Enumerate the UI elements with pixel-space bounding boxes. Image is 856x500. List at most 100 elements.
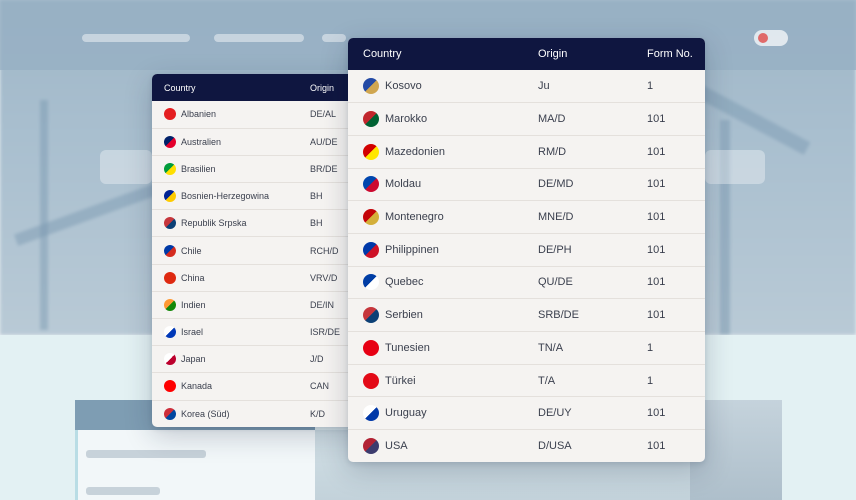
japan-flag-icon <box>164 353 176 366</box>
turkey-flag-icon <box>363 372 379 389</box>
country-table-small: Country Origin Albanien DE/AL Australien AU… <box>152 74 452 428</box>
country-cell: China <box>152 263 298 292</box>
form-no-cell: 1 <box>647 80 654 93</box>
chile-flag-icon <box>164 244 176 257</box>
usa-flag-icon <box>363 438 379 455</box>
canada-flag-icon <box>164 380 176 393</box>
philippines-flag-icon <box>363 241 379 258</box>
origin-cell: RM/D <box>523 134 632 169</box>
country-cell: Australien <box>152 127 298 156</box>
table-row: Kosovo Ju 1 <box>348 70 705 103</box>
country-cell: Quebec <box>348 265 523 299</box>
country-name: Marokko <box>385 113 428 126</box>
country-name: Türkei <box>385 374 416 387</box>
serbia-flag-icon <box>363 307 379 324</box>
origin-cell: MA/D <box>523 102 632 136</box>
country-name: Uruguay <box>385 407 427 420</box>
montenegro-flag-icon <box>363 209 379 226</box>
form-no-cell: 101 <box>632 134 705 169</box>
macedonia-flag-icon <box>363 143 379 160</box>
table-row: Tunesien TN/A 1 <box>348 331 705 365</box>
origin-cell: SRB/DE <box>523 298 632 332</box>
form-no-cell: 101 <box>632 167 705 201</box>
china-flag-icon <box>164 271 176 284</box>
tunisia-flag-icon <box>363 339 379 356</box>
country-name: Israel <box>181 327 204 338</box>
column-header-origin: Origin <box>523 38 632 70</box>
country-cell: Mazedonien <box>348 134 523 169</box>
background-card-line <box>86 450 206 458</box>
origin-cell: Ju <box>538 80 550 93</box>
country-name: Republik Srpska <box>181 218 247 229</box>
form-no-cell: 1 <box>632 331 705 365</box>
country-cell: USA <box>348 429 523 463</box>
origin-cell: DE/AL <box>310 109 337 120</box>
table-row: Uruguay DE/UY 101 <box>348 396 705 430</box>
brazil-flag-icon <box>164 162 176 175</box>
country-cell: Montenegro <box>348 200 523 234</box>
country-cell: Kanada <box>152 372 298 401</box>
south-korea-flag-icon <box>164 407 176 420</box>
origin-cell: QU/DE <box>523 265 632 299</box>
country-name: Kanada <box>181 381 213 392</box>
form-no-cell: 101 <box>632 265 705 299</box>
country-cell: Brasilien <box>152 154 298 183</box>
country-cell: Bosnien-Herzegowina <box>152 182 298 210</box>
country-cell: Philippinen <box>348 232 523 267</box>
morocco-flag-icon <box>363 111 379 128</box>
form-no-cell: 101 <box>632 232 705 267</box>
country-name: Chile <box>181 245 202 256</box>
country-cell: Israel <box>152 317 298 346</box>
country-name: Australien <box>181 136 222 147</box>
country-name: Moldau <box>385 178 422 191</box>
origin-cell: DE/PH <box>523 232 632 267</box>
form-no-cell: 101 <box>632 298 705 332</box>
background-headline <box>100 150 152 184</box>
moldova-flag-icon <box>363 176 379 193</box>
column-header-country: Country <box>152 74 298 101</box>
kosovo-flag-icon <box>363 78 379 95</box>
country-cell: Kosovo <box>348 70 523 103</box>
form-no-cell: 1 <box>632 363 705 397</box>
country-cell: Indien <box>152 290 298 319</box>
table-row: Moldau DE/MD 101 <box>348 167 705 201</box>
background-card-line <box>86 487 160 495</box>
country-cell: Japan <box>152 345 298 373</box>
country-name: Serbien <box>385 309 423 322</box>
country-name: Brasilien <box>181 163 216 174</box>
country-name: Korea (Süd) <box>181 408 230 419</box>
table-row: Marokko MA/D 101 <box>348 102 705 136</box>
form-no-cell: 101 <box>632 429 705 463</box>
country-cell: Moldau <box>348 167 523 201</box>
uruguay-flag-icon <box>363 405 379 422</box>
country-cell: Tunesien <box>348 331 523 365</box>
israel-flag-icon <box>164 326 176 339</box>
country-cell: Chile <box>152 236 298 265</box>
table-row: USA D/USA 101 <box>348 429 705 463</box>
country-name: Kosovo <box>385 80 422 93</box>
country-name: Japan <box>181 354 206 365</box>
origin-cell: DE/MD <box>523 167 632 201</box>
column-header-country: Country <box>348 38 523 70</box>
origin-cell: D/USA <box>523 429 632 463</box>
background-headline <box>705 150 765 184</box>
table-row: Quebec QU/DE 101 <box>348 265 705 299</box>
origin-cell: MNE/D <box>523 200 632 234</box>
table-row: Mazedonien RM/D 101 <box>348 134 705 169</box>
quebec-flag-icon <box>363 274 379 291</box>
table-row: Philippinen DE/PH 101 <box>348 232 705 267</box>
column-header-form-no: Form No. <box>632 38 705 70</box>
country-cell: Uruguay <box>348 396 523 430</box>
country-name: Philippinen <box>385 243 439 256</box>
origin-cell: DE/UY <box>523 396 632 430</box>
country-name: Montenegro <box>385 211 444 224</box>
bosnia-flag-icon <box>164 190 176 203</box>
country-name: Albanien <box>181 109 217 120</box>
form-no-cell: 101 <box>632 200 705 234</box>
country-cell: Serbien <box>348 298 523 332</box>
table-row: Türkei T/A 1 <box>348 363 705 397</box>
srpska-flag-icon <box>164 217 176 230</box>
country-name: Quebec <box>385 276 424 289</box>
country-name: Mazedonien <box>385 145 445 158</box>
country-cell: Korea (Süd) <box>152 399 298 428</box>
